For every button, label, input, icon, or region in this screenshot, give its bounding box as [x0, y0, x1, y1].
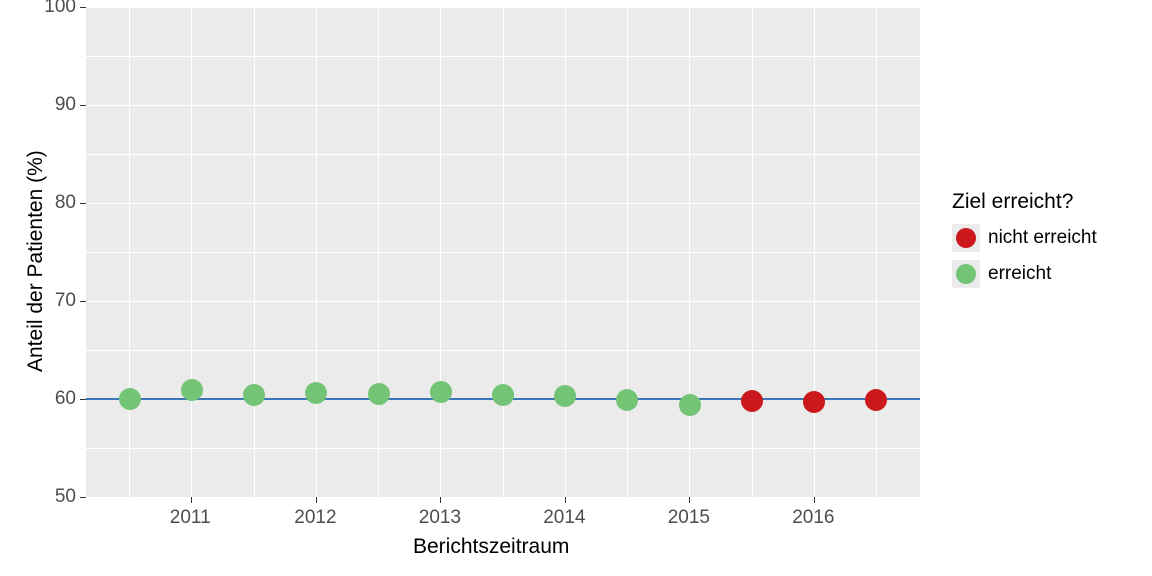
y-axis-title: Anteil der Patienten (%): [24, 150, 48, 372]
y-tick: [80, 203, 86, 204]
y-tick: [80, 7, 86, 8]
y-tick: [80, 301, 86, 302]
x-tick: [191, 497, 192, 503]
legend-label: erreicht: [988, 263, 1051, 285]
y-tick-label: 70: [55, 290, 76, 312]
x-tick-label: 2011: [170, 507, 211, 529]
gridline-vertical: [191, 7, 192, 497]
gridline-vertical: [316, 7, 317, 497]
y-tick: [80, 105, 86, 106]
x-tick-label: 2013: [419, 507, 461, 529]
legend-dot-icon: [956, 264, 976, 284]
gridline-vertical: [689, 7, 690, 497]
gridline-vertical-minor: [254, 7, 255, 497]
x-tick-label: 2014: [543, 507, 585, 529]
data-point: [368, 383, 390, 405]
gridline-vertical-minor: [876, 7, 877, 497]
x-tick-label: 2016: [792, 507, 834, 529]
x-tick-label: 2012: [294, 507, 336, 529]
legend-item: erreicht: [952, 260, 1097, 288]
data-point: [243, 384, 265, 406]
legend-key: [952, 224, 980, 252]
x-tick: [316, 497, 317, 503]
gridline-vertical: [565, 7, 566, 497]
x-tick: [814, 497, 815, 503]
data-point: [741, 390, 763, 412]
data-point: [119, 388, 141, 410]
data-point: [430, 381, 452, 403]
legend-label: nicht erreicht: [988, 227, 1097, 249]
data-point: [181, 379, 203, 401]
gridline-vertical-minor: [129, 7, 130, 497]
y-tick-label: 90: [55, 94, 76, 116]
x-tick: [689, 497, 690, 503]
y-tick-label: 60: [55, 388, 76, 410]
x-axis-title: Berichtszeitraum: [413, 535, 569, 559]
y-tick-label: 100: [44, 0, 76, 18]
legend-title: Ziel erreicht?: [952, 190, 1097, 214]
data-point: [679, 394, 701, 416]
x-tick-label: 2015: [668, 507, 710, 529]
gridline-vertical: [814, 7, 815, 497]
y-tick-label: 80: [55, 192, 76, 214]
x-tick: [440, 497, 441, 503]
data-point: [803, 391, 825, 413]
gridline-vertical-minor: [752, 7, 753, 497]
legend-item: nicht erreicht: [952, 224, 1097, 252]
legend: Ziel erreicht? nicht erreicht erreicht: [952, 190, 1097, 296]
gridline-vertical-minor: [503, 7, 504, 497]
y-tick: [80, 497, 86, 498]
chart-canvas: Anteil der Patienten (%) Berichtszeitrau…: [0, 0, 1152, 576]
gridline-vertical-minor: [627, 7, 628, 497]
y-tick-label: 50: [55, 486, 76, 508]
data-point: [492, 384, 514, 406]
legend-key: [952, 260, 980, 288]
x-tick: [565, 497, 566, 503]
gridline-vertical: [440, 7, 441, 497]
gridline-vertical-minor: [378, 7, 379, 497]
legend-dot-icon: [956, 228, 976, 248]
